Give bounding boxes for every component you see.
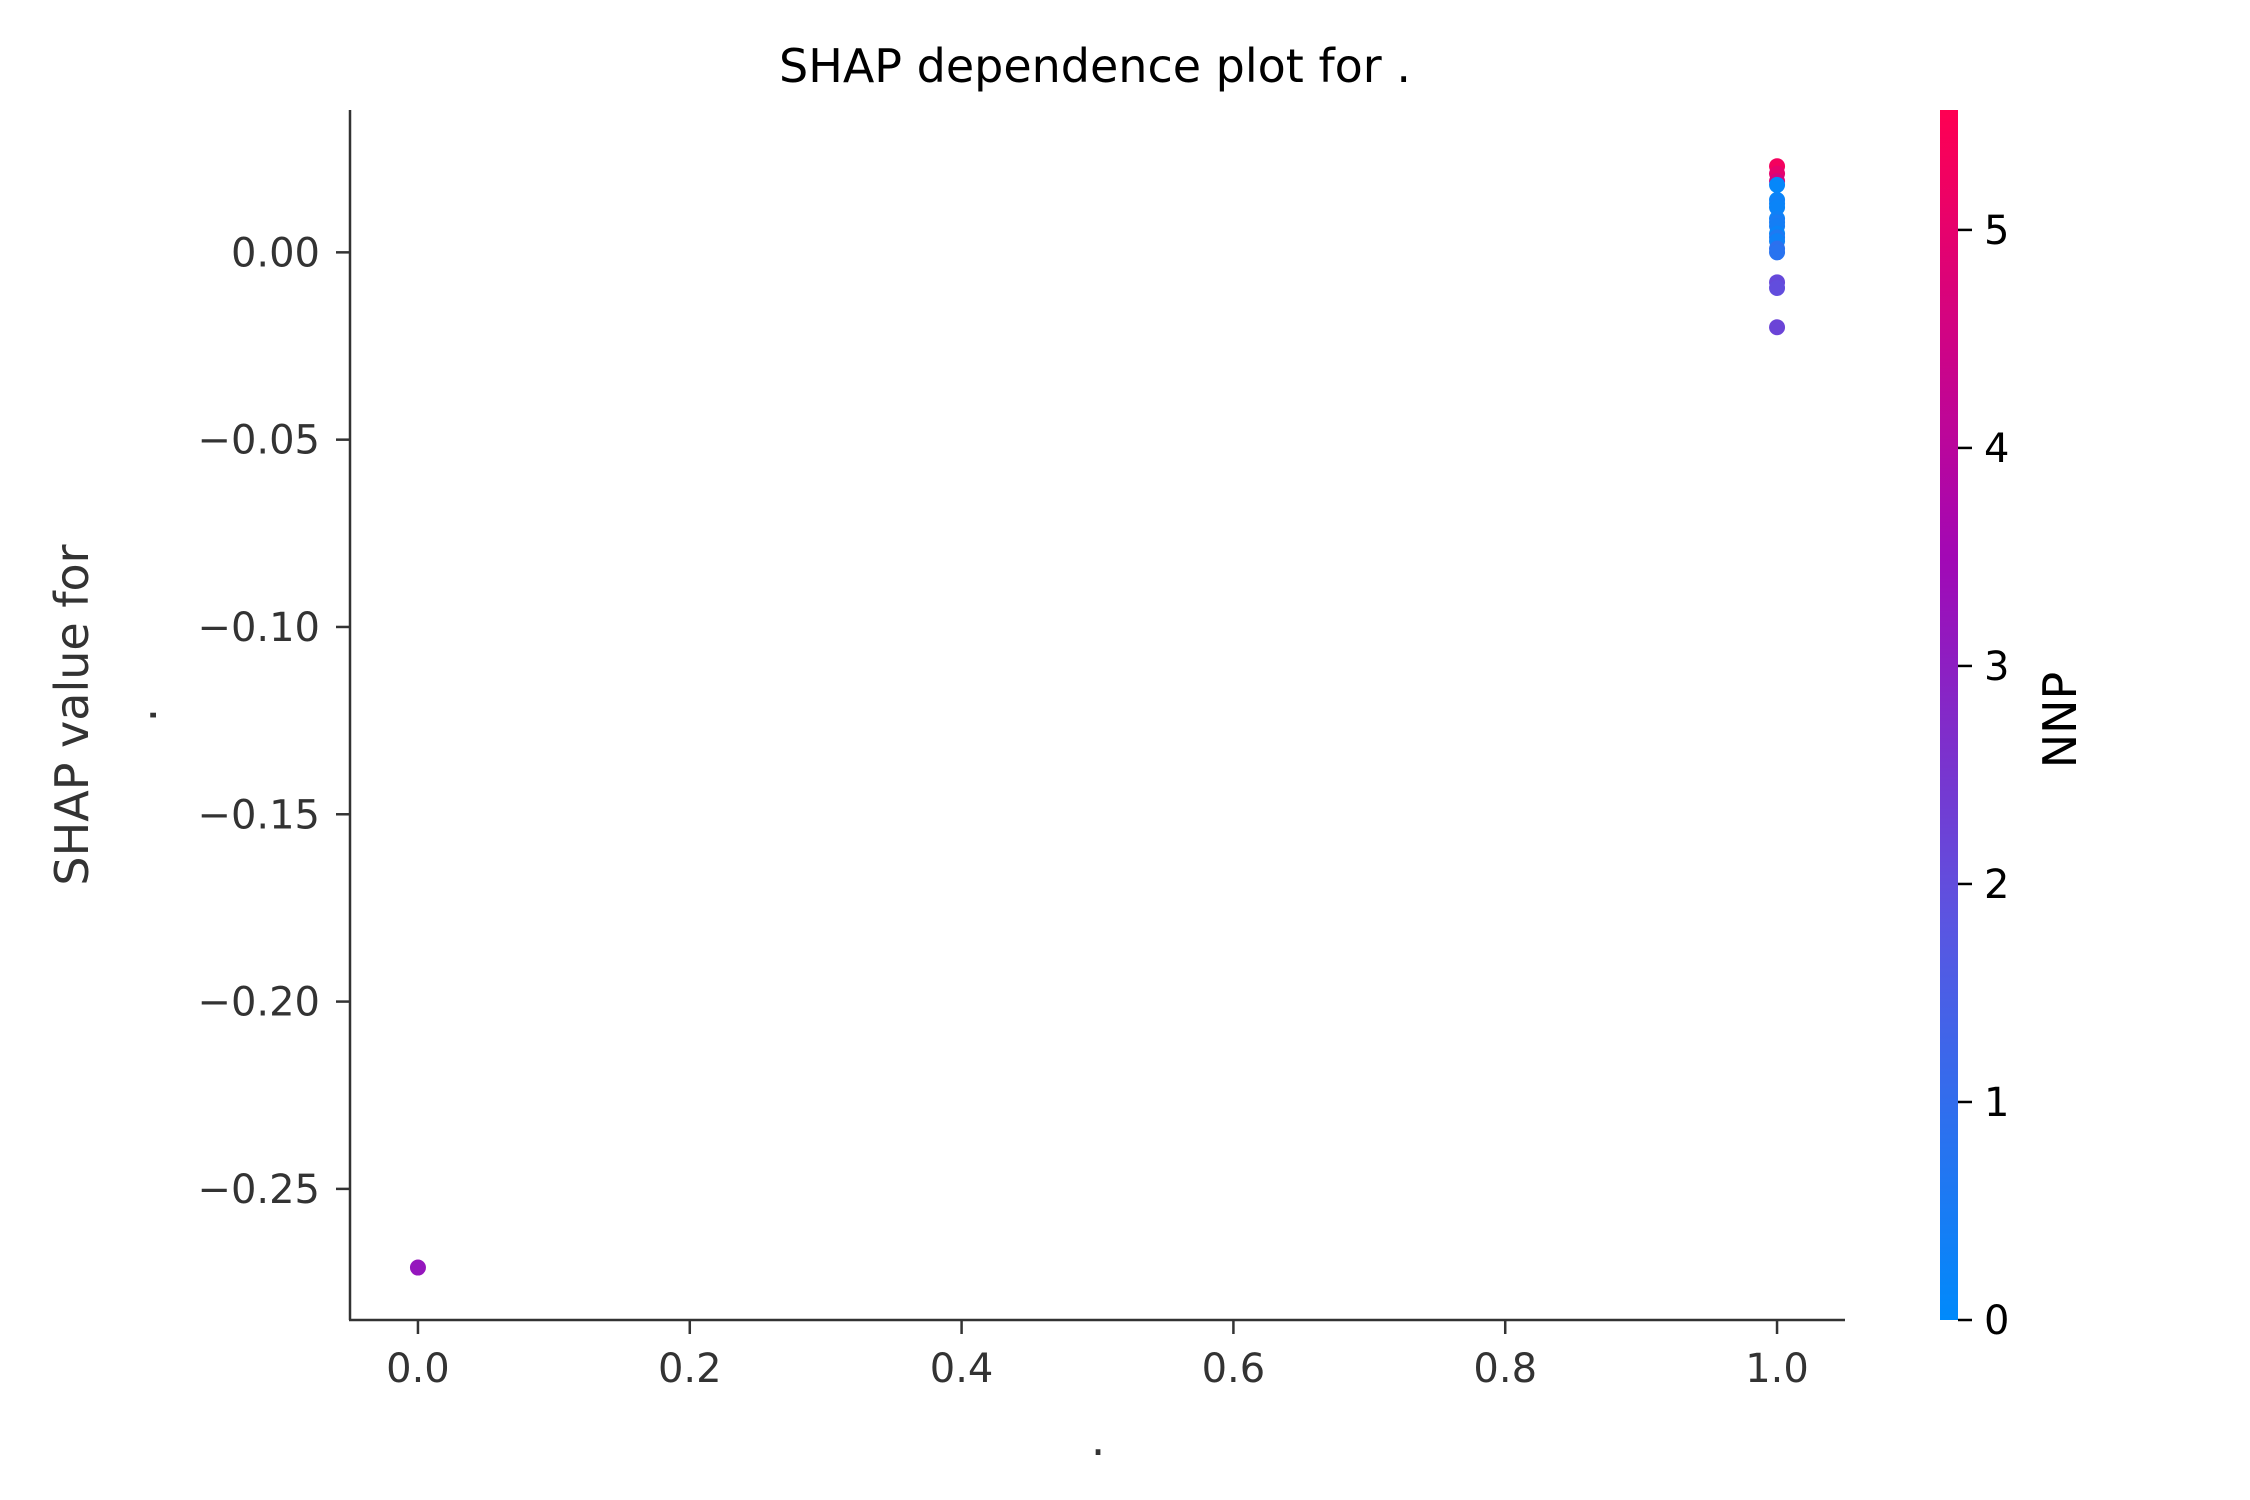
y-tick-label: −0.25 — [197, 1167, 320, 1213]
x-tick-label: 0.2 — [658, 1346, 722, 1392]
y-axis-label: SHAP value for . — [45, 544, 167, 885]
scatter-point — [1769, 279, 1786, 296]
x-ticks: 0.0 0.2 0.4 0.6 0.8 1.0 — [386, 1320, 1809, 1392]
x-tick-label: 0.4 — [930, 1346, 994, 1392]
colorbar-tick-label: 2 — [1984, 862, 2009, 908]
x-tick-label: 0.6 — [1202, 1346, 1266, 1392]
colorbar-tick-label: 3 — [1984, 644, 2009, 690]
colorbar-tick-label: 0 — [1984, 1298, 2009, 1344]
colorbar-label: NNP — [2033, 672, 2087, 769]
x-tick-label: 1.0 — [1745, 1346, 1809, 1392]
y-ticks: 0.00 −0.05 −0.10 −0.15 −0.20 −0.25 — [197, 230, 350, 1213]
x-tick-label: 0.0 — [386, 1346, 450, 1392]
scatter-point — [1769, 176, 1786, 193]
y-tick-label: −0.15 — [197, 792, 320, 838]
colorbar-tick-label: 5 — [1984, 208, 2009, 254]
y-axis-label-line2: . — [113, 708, 167, 723]
y-tick-label: −0.05 — [197, 418, 320, 464]
colorbar — [1940, 110, 1958, 1320]
scatter-point — [1769, 319, 1786, 336]
x-tick-label: 0.8 — [1473, 1346, 1537, 1392]
y-tick-label: −0.20 — [197, 980, 320, 1026]
chart-title: SHAP dependence plot for . — [779, 39, 1411, 93]
y-tick-label: −0.10 — [197, 605, 320, 651]
y-axis-label-line1: SHAP value for — [45, 544, 99, 885]
colorbar-ticks: 0 1 2 3 4 5 — [1958, 208, 2009, 1344]
scatter-point — [1769, 244, 1786, 261]
scatter-point — [1769, 199, 1786, 216]
x-axis-label: . — [1091, 1412, 1106, 1466]
scatter-point — [409, 1259, 426, 1276]
y-tick-label: 0.00 — [231, 230, 320, 276]
colorbar-tick-label: 4 — [1984, 426, 2009, 472]
scatter-points — [409, 158, 1786, 1276]
colorbar-tick-label: 1 — [1984, 1080, 2009, 1126]
